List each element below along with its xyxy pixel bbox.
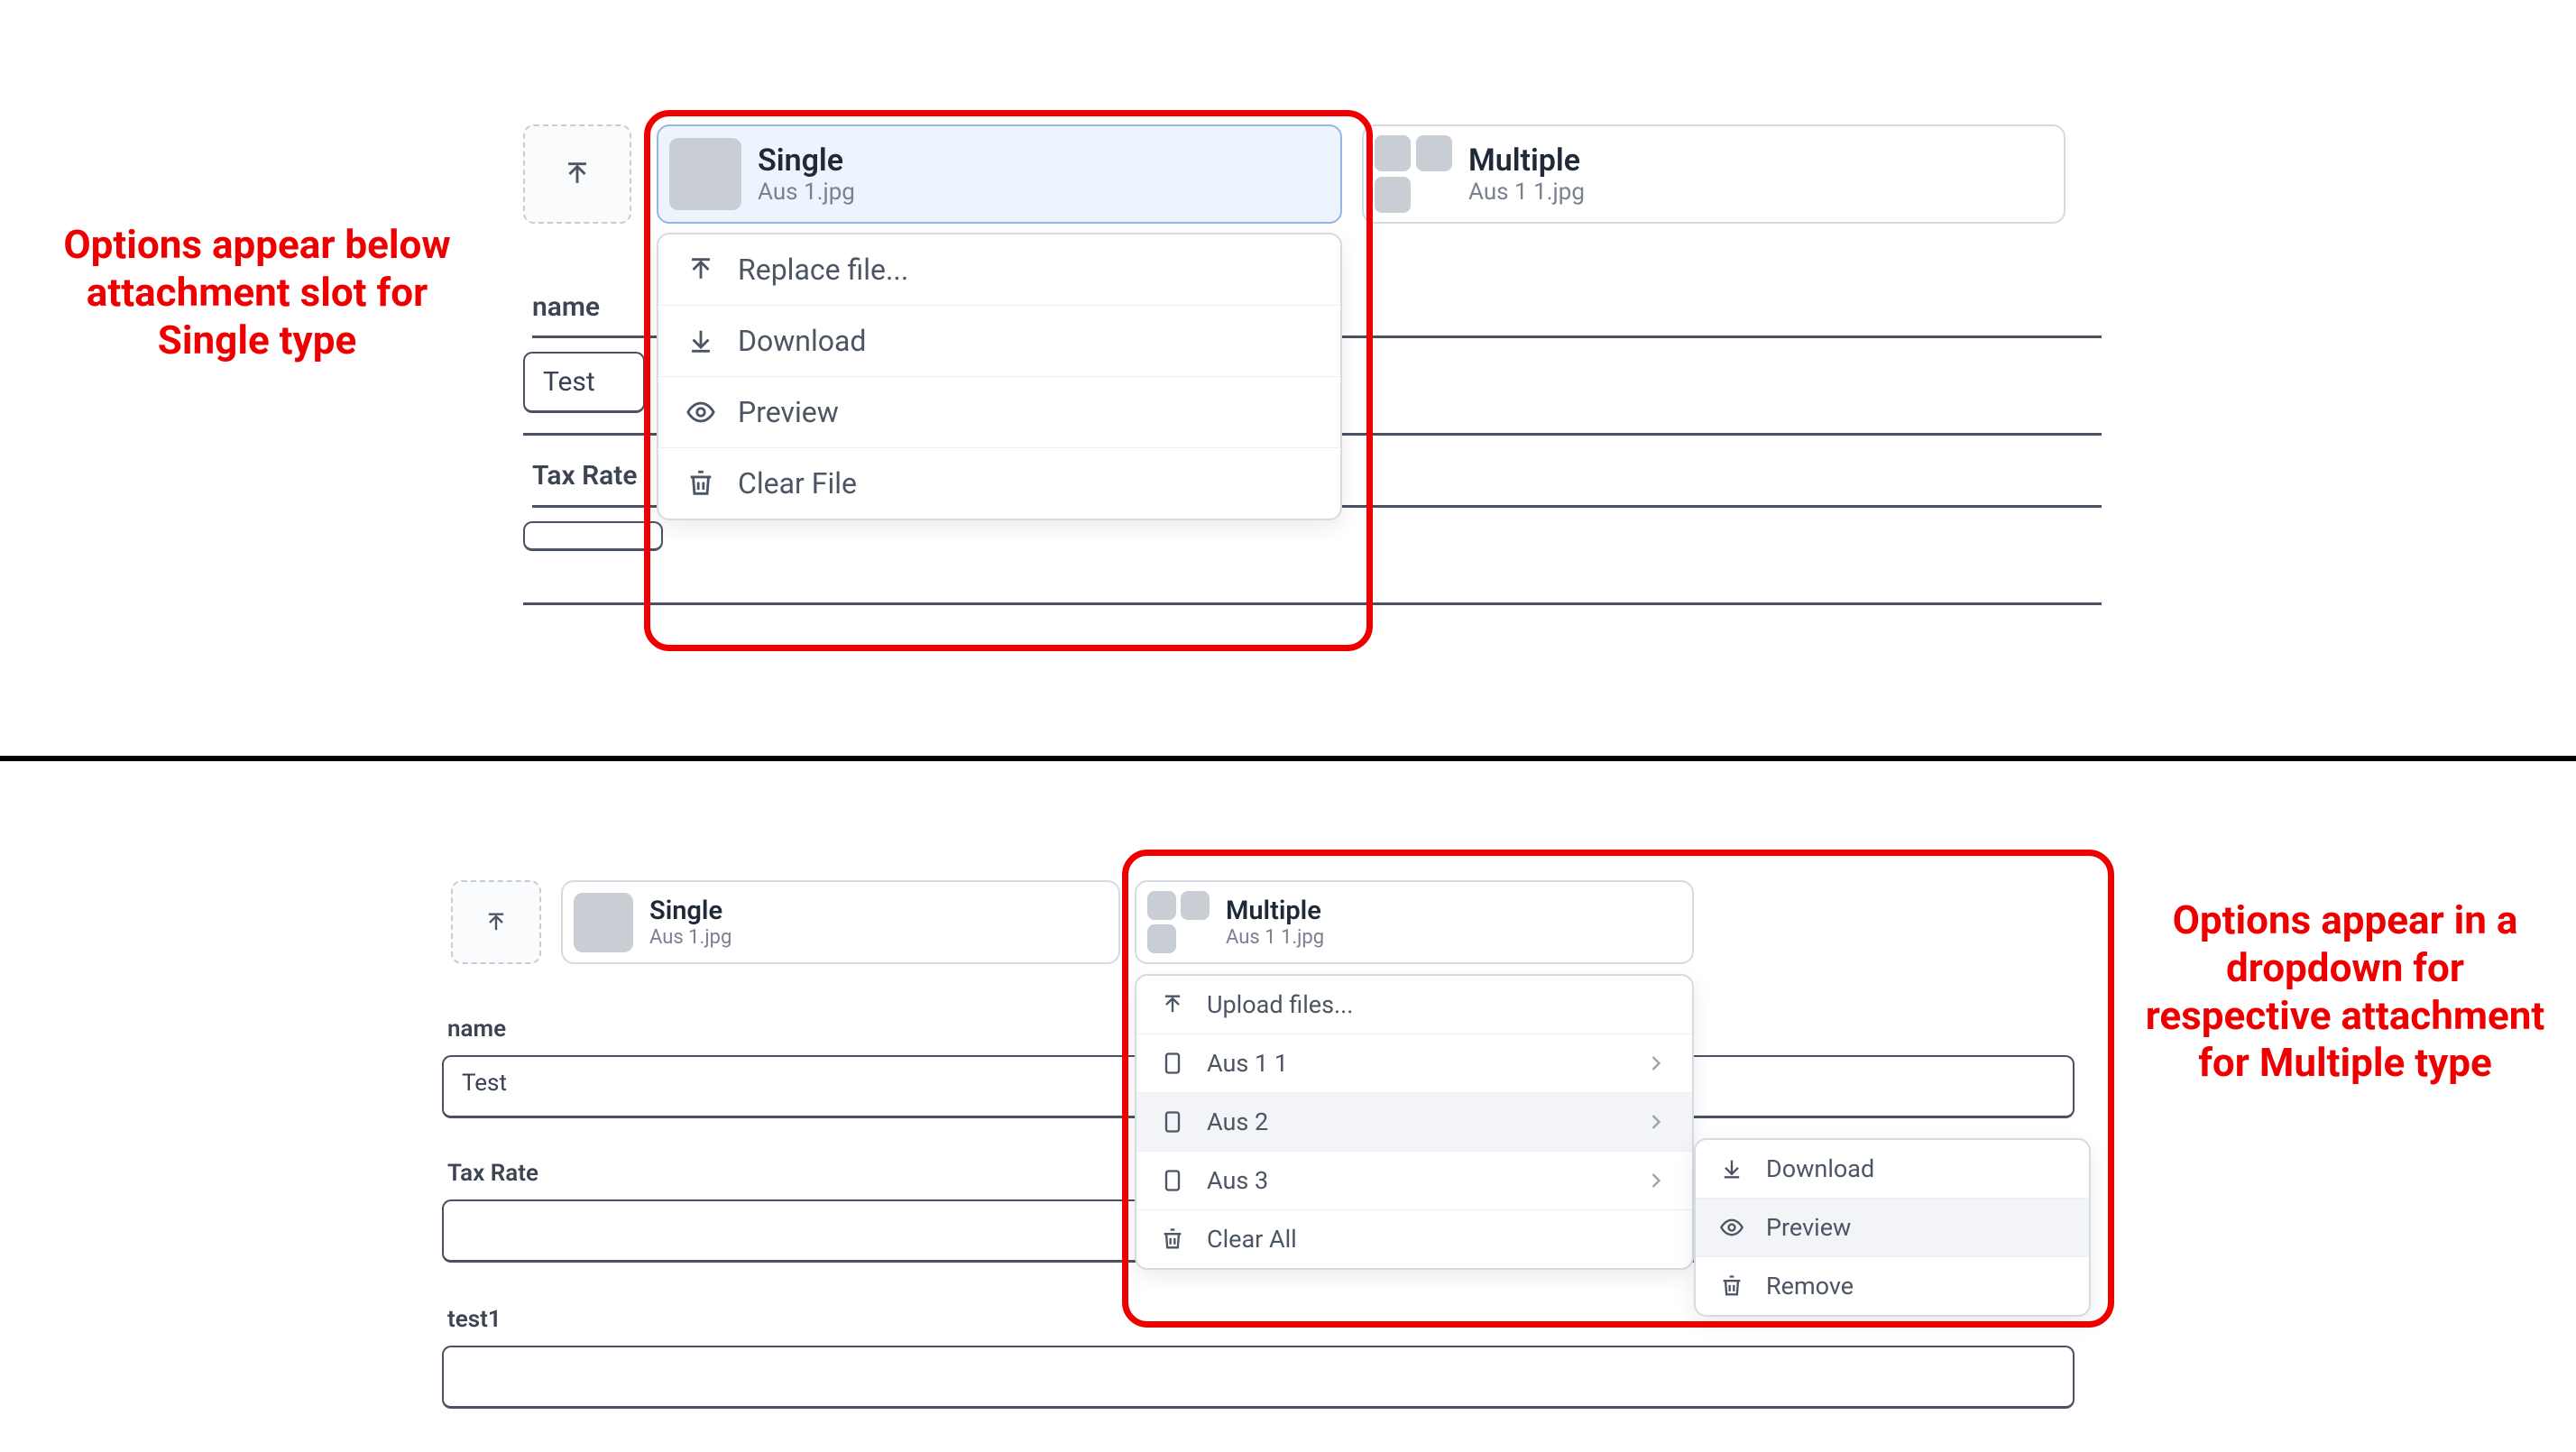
thumbnail-grid-icon <box>1375 135 1452 213</box>
callout-multiple <box>1122 850 2114 1328</box>
input-test1[interactable] <box>442 1346 2075 1409</box>
slot-title: Single <box>649 896 731 926</box>
upload-button[interactable] <box>451 880 541 964</box>
label-name: name <box>532 291 600 323</box>
label-name: name <box>447 1015 506 1043</box>
slot-text: Multiple Aus 1 1.jpg <box>1468 142 1585 206</box>
panel-single-type: Options appear below attachment slot for… <box>0 0 2576 749</box>
input-tax-rate[interactable] <box>523 521 663 551</box>
upload-icon <box>562 159 593 189</box>
callout-single <box>644 110 1373 651</box>
attachment-slot-single[interactable]: Single Aus 1.jpg <box>561 880 1120 964</box>
input-name[interactable]: Test <box>523 352 645 413</box>
label-tax-rate: Tax Rate <box>447 1160 538 1187</box>
slot-text: Single Aus 1.jpg <box>649 896 731 949</box>
label-tax-rate: Tax Rate <box>532 460 638 492</box>
slot-subtitle: Aus 1 1.jpg <box>1468 179 1585 206</box>
annotation-single: Options appear below attachment slot for… <box>36 221 478 363</box>
upload-icon <box>483 910 509 935</box>
panel-multiple-type: Options appear in a dropdown for respect… <box>0 761 2576 1452</box>
thumbnail-icon <box>574 893 633 952</box>
attachment-slot-multiple[interactable]: Multiple Aus 1 1.jpg <box>1362 124 2065 224</box>
label-test1: test1 <box>447 1306 501 1333</box>
annotation-multiple: Options appear in a dropdown for respect… <box>2129 896 2562 1087</box>
upload-button[interactable] <box>523 124 631 224</box>
slot-subtitle: Aus 1.jpg <box>649 926 731 949</box>
slot-title: Multiple <box>1468 142 1585 179</box>
